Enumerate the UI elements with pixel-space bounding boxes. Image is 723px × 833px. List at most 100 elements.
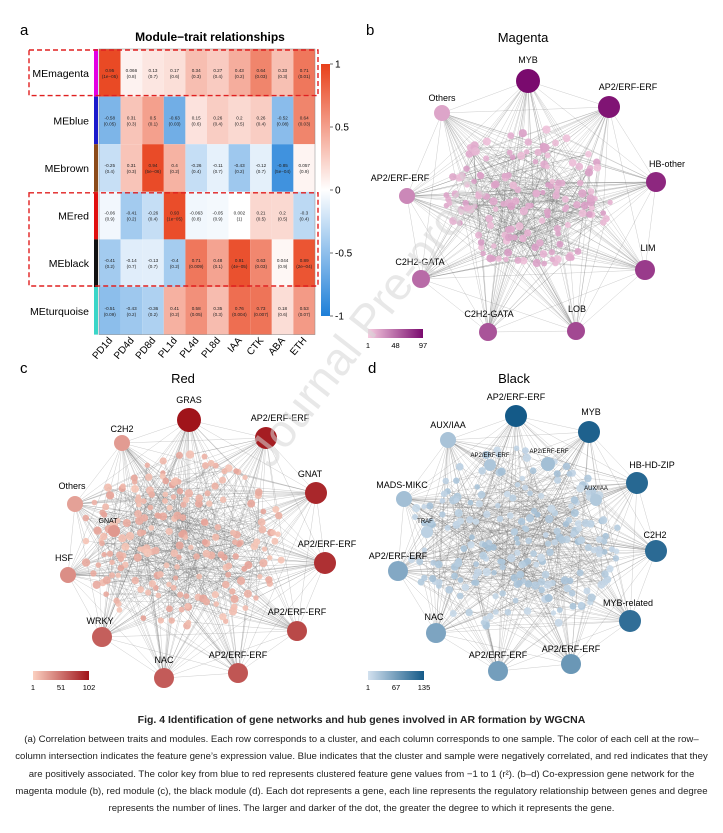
gene-node bbox=[477, 490, 486, 499]
gene-node bbox=[506, 512, 514, 519]
gene-node bbox=[577, 536, 586, 545]
gene-node bbox=[466, 516, 474, 524]
gene-node bbox=[436, 578, 443, 586]
cell-correlation: -0.063 bbox=[190, 211, 203, 216]
gene-node bbox=[411, 514, 418, 521]
gene-node bbox=[232, 539, 238, 545]
heatmap-cell bbox=[250, 239, 272, 287]
gene-node bbox=[147, 504, 154, 511]
heatmap-title: Module−trait relationships bbox=[135, 30, 285, 44]
gene-node bbox=[451, 572, 459, 580]
hub-node bbox=[516, 69, 540, 93]
cell-pvalue: (5e−04) bbox=[275, 169, 291, 174]
gene-node bbox=[471, 178, 477, 185]
hub-label: C2H2 bbox=[110, 424, 133, 434]
gene-node bbox=[496, 515, 504, 523]
heatmap-cell bbox=[293, 49, 315, 97]
cell-pvalue: (0.9) bbox=[299, 169, 309, 174]
gene-node bbox=[554, 476, 562, 484]
cell-correlation: 0.53 bbox=[300, 306, 309, 311]
heatmap-cell bbox=[99, 144, 121, 192]
gene-node bbox=[145, 473, 153, 481]
gene-node bbox=[204, 490, 211, 497]
heatmap-cell bbox=[185, 191, 207, 240]
gene-node bbox=[483, 510, 491, 518]
cell-pvalue: (0.7) bbox=[148, 74, 158, 79]
gene-node bbox=[483, 155, 490, 162]
gene-node bbox=[247, 499, 256, 508]
cell-correlation: 0.76 bbox=[235, 306, 244, 311]
gene-node bbox=[201, 539, 208, 546]
gene-node bbox=[491, 569, 497, 576]
inner-hub-label: TRAF bbox=[417, 519, 433, 525]
cell-pvalue: (0.4) bbox=[148, 217, 158, 222]
gene-node bbox=[421, 574, 428, 582]
gene-node bbox=[541, 570, 550, 579]
gene-node bbox=[213, 601, 220, 607]
heatmap-cell bbox=[163, 49, 186, 97]
gene-node bbox=[221, 468, 228, 475]
gene-node bbox=[176, 488, 184, 495]
gene-node bbox=[515, 222, 524, 231]
gene-node bbox=[548, 249, 555, 256]
gene-node bbox=[444, 524, 451, 531]
cell-correlation: 0.5 bbox=[150, 115, 157, 120]
gene-node bbox=[478, 244, 485, 251]
gene-node bbox=[206, 500, 213, 507]
hub-node bbox=[426, 623, 446, 643]
module-label: MEturquoise bbox=[30, 306, 89, 318]
inner-hub-label: AUX/IAA bbox=[584, 486, 608, 492]
gene-node bbox=[563, 584, 572, 593]
gene-node bbox=[509, 181, 518, 190]
gene-node bbox=[511, 234, 518, 241]
cell-pvalue: (0.3) bbox=[127, 121, 137, 126]
gene-node bbox=[175, 541, 184, 550]
gene-node bbox=[222, 580, 230, 589]
gene-node bbox=[577, 601, 585, 609]
cell-correlation: 0.066 bbox=[126, 68, 138, 73]
gene-node bbox=[504, 226, 512, 233]
hub-node bbox=[619, 610, 641, 632]
colorbar-tick-label: -0.5 bbox=[335, 249, 353, 260]
gene-node bbox=[219, 613, 227, 621]
heatmap-cell bbox=[207, 287, 229, 335]
heatmap-cell bbox=[163, 287, 186, 335]
gene-node bbox=[140, 529, 147, 536]
hub-label: MYB bbox=[581, 407, 601, 417]
cell-pvalue: (5e−06) bbox=[145, 169, 161, 174]
gene-node bbox=[486, 221, 495, 230]
gene-node bbox=[564, 221, 571, 228]
gene-node bbox=[613, 548, 620, 555]
trait-label: PL8d bbox=[200, 335, 223, 360]
gene-node bbox=[134, 496, 142, 504]
gene-node bbox=[529, 467, 537, 475]
heatmap-cell bbox=[271, 287, 294, 335]
gene-node bbox=[477, 239, 485, 246]
gene-node bbox=[230, 594, 239, 604]
inner-hub-node bbox=[421, 526, 433, 538]
network-inner-nodes bbox=[408, 445, 621, 630]
heatmap-cell bbox=[142, 191, 164, 240]
gene-node bbox=[574, 248, 582, 255]
gene-node bbox=[569, 602, 577, 610]
module-color-swatch bbox=[94, 49, 98, 97]
gene-node bbox=[421, 547, 428, 553]
heatmap-cell bbox=[120, 239, 143, 287]
gene-node bbox=[547, 182, 554, 190]
gene-node bbox=[556, 240, 564, 248]
gene-node bbox=[456, 592, 464, 600]
gene-node bbox=[483, 193, 491, 200]
cell-correlation: 0.91 bbox=[235, 258, 244, 263]
gene-node bbox=[534, 148, 542, 156]
hub-node bbox=[67, 496, 83, 512]
gene-node bbox=[530, 550, 537, 557]
gene-node bbox=[101, 511, 108, 518]
gene-node bbox=[530, 507, 538, 515]
gene-node bbox=[578, 189, 587, 198]
gene-node bbox=[587, 593, 596, 602]
gene-node bbox=[103, 591, 110, 598]
hub-label: AP2/ERF-ERF bbox=[298, 539, 357, 549]
gene-node bbox=[540, 189, 546, 196]
gene-node bbox=[434, 560, 443, 569]
cell-pvalue: (0.4) bbox=[213, 121, 223, 126]
